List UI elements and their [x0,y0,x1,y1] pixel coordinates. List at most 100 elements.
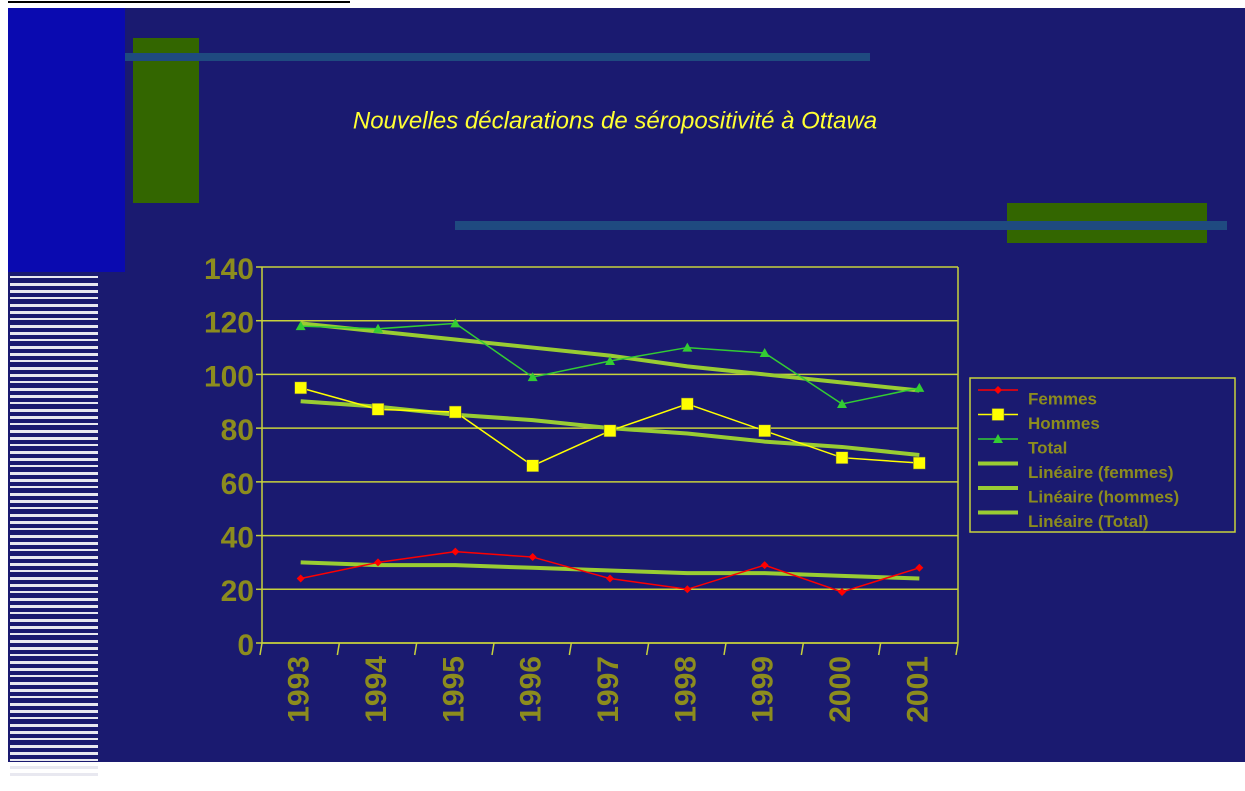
stripe [10,304,98,307]
stripe [10,710,98,713]
stripe [10,689,98,692]
stripe [10,374,98,377]
legend-label: Linéaire (femmes) [1028,463,1174,482]
trend-line [300,560,920,581]
marker [449,405,462,419]
marker [373,323,383,333]
stripe [10,738,98,740]
legend-label: Femmes [1028,389,1097,408]
x-tick [800,642,805,656]
stripe [10,353,98,356]
stripe [10,563,98,566]
stripe [10,521,98,524]
stripe [10,528,98,530]
decoration [125,53,870,61]
y-tick-label: 60 [221,468,254,501]
legend-label: Total [1028,438,1067,457]
marker [606,574,614,583]
marker [760,561,769,570]
stripe [10,367,98,370]
stripe [10,682,98,685]
stripe [10,479,98,482]
trend-line [300,321,920,393]
marker [295,321,306,331]
stripe [10,759,98,761]
stripe [10,724,98,727]
marker [838,587,846,596]
marker [913,456,926,470]
stripe [10,360,98,362]
x-tick-label: 1993 [283,656,316,723]
marker [993,434,1003,443]
decoration [10,276,98,776]
y-tick-label: 20 [221,575,254,608]
stripe [10,773,98,776]
stripe [10,745,98,748]
marker [835,451,849,464]
background [8,8,1245,762]
marker [994,386,1002,394]
y-tick-label: 0 [237,629,254,662]
stripe [10,570,98,572]
marker [759,347,770,357]
marker [526,459,539,472]
x-tick-label: 1999 [747,656,780,723]
marker [294,381,307,395]
marker [915,563,924,572]
stripe [10,640,98,643]
marker [683,585,692,594]
legend-box [969,377,1236,533]
marker [758,424,771,438]
y-tick-label: 140 [204,253,254,286]
stripe [10,626,98,629]
stripe [10,619,98,622]
stripe [10,654,98,656]
stripe [10,395,98,398]
stripe [10,661,98,664]
marker [527,372,538,382]
stripe [10,717,98,719]
x-tick [336,642,341,656]
legend-label: Linéaire (Total) [1028,512,1149,531]
marker [682,342,693,352]
legend-label: Linéaire (hommes) [1028,487,1179,506]
decoration [8,8,125,272]
marker [605,356,615,365]
stripe [10,465,98,467]
stripe [10,633,98,635]
stripe [10,388,98,391]
stripe [10,731,98,734]
stripe [10,325,98,328]
stripe [10,612,98,614]
marker [914,382,925,392]
x-tick [568,642,573,656]
x-tick-label: 1995 [437,656,470,723]
y-tick-label: 100 [204,360,254,393]
stripe [10,535,98,538]
stripe [10,752,98,755]
marker [603,424,617,438]
stripe [10,311,98,314]
stripe [10,297,98,299]
stripe [10,346,98,349]
stripe [10,409,98,412]
stripe [10,605,98,608]
stripe [10,766,98,769]
decoration [455,221,1227,230]
marker [450,318,461,328]
x-tick-label: 1997 [592,656,625,723]
x-tick-label: 2000 [824,656,857,723]
marker [681,397,694,411]
x-tick [491,642,495,656]
stripe [10,430,98,433]
chart-title: Nouvelles déclarations de séropositivité… [353,107,877,134]
stripe [10,437,98,440]
stripe [10,507,98,509]
stripe [10,500,98,503]
stripe [10,332,98,335]
stripe [10,549,98,551]
x-tick-label: 2001 [901,656,934,723]
x-tick-label: 1998 [669,656,702,723]
